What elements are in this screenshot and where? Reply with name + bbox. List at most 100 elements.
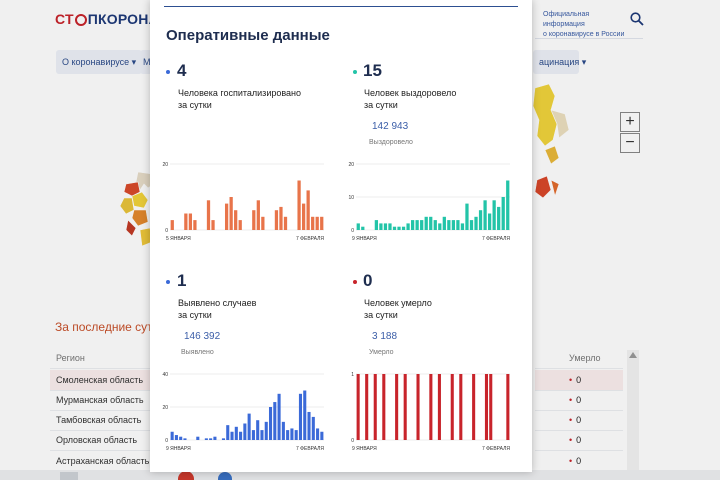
chart-bar [420, 220, 424, 230]
os-taskbar [0, 470, 720, 480]
table-row-region[interactable]: Мурманская область [56, 395, 144, 405]
taskbar-browser-icon[interactable] [218, 472, 232, 480]
chart-bar [429, 216, 433, 230]
chart-bar [416, 374, 420, 440]
chart-bar [450, 374, 454, 440]
table-header-divider-right [535, 368, 623, 369]
x-start-label: 9 ЯНВАРЯ [166, 446, 191, 452]
chart-bar [301, 203, 306, 230]
chart-bar [297, 180, 301, 230]
chart-bar [403, 374, 407, 440]
chart-bar [356, 374, 360, 440]
chart-bar [433, 220, 437, 230]
chart-bar [206, 200, 211, 230]
chart-bar [506, 180, 510, 230]
chart-bar [497, 206, 501, 230]
table-row-region[interactable]: Тамбовская область [56, 415, 142, 425]
table-row-region[interactable]: Смоленская область [56, 375, 144, 385]
row-divider [50, 410, 150, 411]
taskbar-opera-icon[interactable] [178, 471, 194, 480]
chart-bar [256, 420, 260, 440]
chart-bar [234, 210, 238, 230]
detected-number: 1 [177, 271, 187, 290]
chart-bar [183, 438, 187, 440]
y-tick-label: 0 [165, 438, 168, 444]
row-divider [50, 390, 150, 391]
chart-bar [261, 216, 265, 230]
chart-bar [243, 423, 247, 440]
x-end-label: 7 ФЕВРАЛЯ [482, 236, 510, 242]
chart-bar [238, 220, 242, 230]
chart-bar [209, 438, 213, 440]
table-row-region[interactable]: Астраханская область [56, 456, 150, 466]
chart-bar [489, 374, 493, 440]
chart-bar [303, 390, 307, 440]
table-row-died: • 0 [569, 395, 581, 405]
chart-bar [506, 374, 510, 440]
x-end-label: 7 ФЕВРАЛЯ [482, 446, 510, 452]
header-divider [535, 38, 643, 39]
chart-bar [392, 226, 397, 230]
chart-bar [459, 374, 463, 440]
chart-bar [268, 407, 273, 440]
nav-vaccination[interactable]: ацинация ▾ [533, 50, 586, 74]
nav-about-coronavirus[interactable]: О коронавирусе ▾ [56, 50, 143, 74]
logo-text-left: СТ [55, 11, 74, 27]
died-value: 0 [576, 435, 582, 445]
table-row-region[interactable]: Орловская область [56, 435, 138, 445]
chart-bar [383, 223, 388, 230]
chart-bar [256, 200, 260, 230]
chart-bar [211, 220, 215, 230]
chart-bar [213, 436, 217, 440]
zoom-out-button[interactable]: − [620, 133, 640, 153]
chart-bar [442, 216, 446, 230]
stopcoronavirus-logo[interactable]: СТ ПКОРОНАВ [55, 11, 169, 27]
zoom-in-button[interactable]: + [620, 112, 640, 132]
y-tick-label: 20 [162, 405, 168, 411]
header-info: Официальная информация о коронавирусе в … [543, 10, 625, 40]
stat-dot-icon [353, 70, 357, 74]
recovered-bar-chart: 0 10 20 9 ЯНВАРЯ 7 ФЕВРАЛЯ [348, 162, 510, 242]
chart-bar [315, 216, 319, 230]
stat-dot-icon [353, 280, 357, 284]
chart-bar [306, 190, 310, 230]
row-divider [50, 430, 150, 431]
map-region-east[interactable] [525, 80, 575, 210]
died-bar-chart: 0 1 9 ЯНВАРЯ 7 ФЕВРАЛЯ [351, 372, 510, 452]
y-tick-label: 40 [162, 372, 168, 378]
chart-bar [465, 203, 469, 230]
died-dot-icon: • [569, 435, 573, 445]
table-row-died: • 0 [569, 435, 581, 445]
chart-bar [316, 428, 320, 440]
chart-bar [379, 223, 383, 230]
taskbar-app-icon[interactable] [60, 472, 78, 480]
y-tick-label: 0 [165, 228, 168, 234]
chart-bar [438, 223, 442, 230]
chart-bar [283, 216, 288, 230]
chart-bar [193, 220, 197, 230]
scroll-up-arrow-icon[interactable] [629, 352, 637, 358]
row-divider [50, 450, 150, 451]
chart-bar [373, 374, 377, 440]
last-day-section-title: За последние сутки [55, 320, 150, 334]
chart-bar [311, 416, 315, 440]
died-value: 0 [576, 415, 582, 425]
x-end-label: 7 ФЕВРАЛЯ [296, 446, 324, 452]
chart-bar [424, 216, 428, 230]
search-icon[interactable] [630, 12, 644, 26]
table-scrollbar[interactable] [627, 350, 639, 475]
chart-bar [307, 411, 311, 440]
chart-bar [437, 374, 441, 440]
header-info-line2: о коронавирусе в России [543, 31, 625, 38]
chart-bar [483, 200, 487, 230]
operational-data-modal: Оперативные данные 4 Человека госпитализ… [150, 0, 532, 472]
recovered-total-label: Выздоровело [369, 139, 413, 146]
modal-top-divider [164, 6, 518, 7]
modal-title: Оперативные данные [166, 27, 330, 44]
table-row-died: • 0 [569, 456, 581, 466]
died-dot-icon: • [569, 375, 573, 385]
chart-bar [361, 226, 365, 230]
chart-bar [184, 213, 188, 230]
y-tick-label: 20 [348, 162, 354, 168]
chart-bar [264, 421, 268, 440]
